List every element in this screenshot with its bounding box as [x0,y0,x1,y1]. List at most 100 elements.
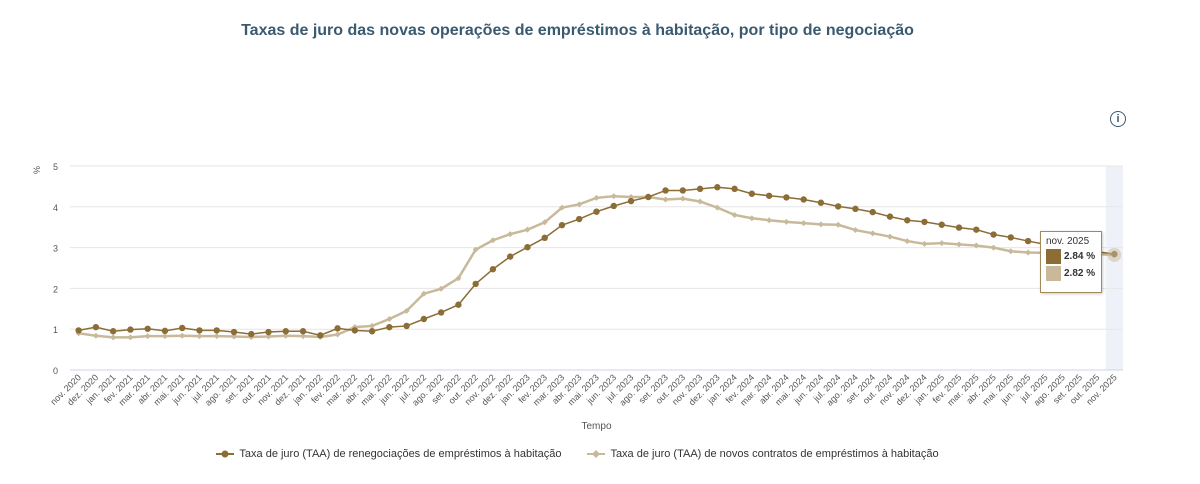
data-point [369,322,376,329]
data-point [507,231,514,238]
tooltip: nov. 2025 2.84 % 2.82 % [1040,231,1102,293]
y-tick-label: 1 [53,325,58,335]
legend-item-renegociacoes[interactable]: Taxa de juro (TAA) de renegociações de e… [216,448,561,460]
y-tick-label: 5 [53,162,58,172]
data-point [817,221,824,228]
legend-item-novos-contratos[interactable]: Taxa de juro (TAA) de novos contratos de… [587,448,939,460]
data-point [506,253,514,260]
data-point [731,211,738,218]
data-point [886,233,893,240]
data-point [1007,234,1014,241]
data-point [420,290,427,297]
data-point [662,196,669,203]
x-axis-label: Tempo [581,421,611,432]
data-point [679,195,686,202]
y-tick-label: 4 [53,203,58,213]
chart-title: Taxas de juro das novas operações de emp… [241,22,914,39]
data-point [489,266,497,273]
data-point [558,221,566,229]
info-circle-icon[interactable]: i [1110,111,1126,127]
legend-label: Taxa de juro (TAA) de renegociações de e… [239,448,562,460]
data-point [455,275,462,282]
data-point [593,208,600,215]
data-point [524,243,531,251]
data-point [127,334,134,341]
y-tick-label: 3 [53,244,58,254]
data-point [438,285,445,292]
data-point [196,333,203,340]
data-point [904,238,911,245]
data-point [299,328,307,335]
data-point [437,309,445,316]
y-tick-label: 2 [53,284,58,294]
data-point [886,213,894,220]
data-point [300,333,307,340]
data-point [645,193,652,201]
data-point [144,325,151,332]
data-point [938,221,945,228]
data-point [766,217,773,224]
data-point [127,326,134,333]
data-point [524,226,531,233]
data-point [472,280,479,288]
data-point [213,327,220,334]
data-point [109,328,117,335]
data-point [75,327,82,334]
y-axis-label: % [32,166,42,174]
data-point [852,205,859,213]
data-point [282,332,289,339]
data-point [627,197,635,205]
data-point [748,190,756,197]
data-point [731,185,738,193]
data-point [990,231,997,238]
data-point [403,307,410,314]
data-point [455,301,462,308]
data-point [161,327,169,335]
data-point [541,219,548,226]
data-point [368,328,376,335]
data-point [558,204,565,211]
data-point [576,201,583,208]
data-point [869,208,876,216]
data-point [576,215,583,223]
data-point [956,241,963,248]
data-point [610,202,617,210]
data-point [904,217,911,224]
data-point [869,230,876,237]
data-point [679,187,687,194]
tooltip-swatch [1046,249,1061,264]
data-point [403,322,410,330]
data-point [248,330,255,338]
data-point [835,221,842,228]
data-point [1024,237,1032,245]
data-point [783,194,790,201]
data-point [230,328,238,336]
data-point [420,315,428,323]
data-point [800,196,807,203]
hover-halo [1107,247,1122,262]
data-point [196,327,203,334]
data-point [110,334,117,341]
data-point [144,333,151,340]
data-point [817,199,825,206]
data-point [317,332,324,339]
data-point [938,240,945,247]
data-point [213,333,220,340]
data-point [1007,248,1014,255]
data-point [541,234,548,242]
data-point [92,323,100,331]
data-point [800,220,807,227]
data-point [852,227,859,234]
tooltip-value: 2.82 % [1064,268,1096,279]
data-point [351,327,359,334]
tooltip-swatch [1046,266,1061,281]
data-point [334,325,341,332]
tooltip-date: nov. 2025 [1046,236,1090,247]
data-point [1025,249,1032,256]
data-point [834,203,842,210]
data-point [748,215,755,222]
legend: Taxa de juro (TAA) de renegociações de e… [0,448,1155,460]
data-point [973,226,980,233]
data-point [714,184,721,191]
data-point [973,242,980,249]
